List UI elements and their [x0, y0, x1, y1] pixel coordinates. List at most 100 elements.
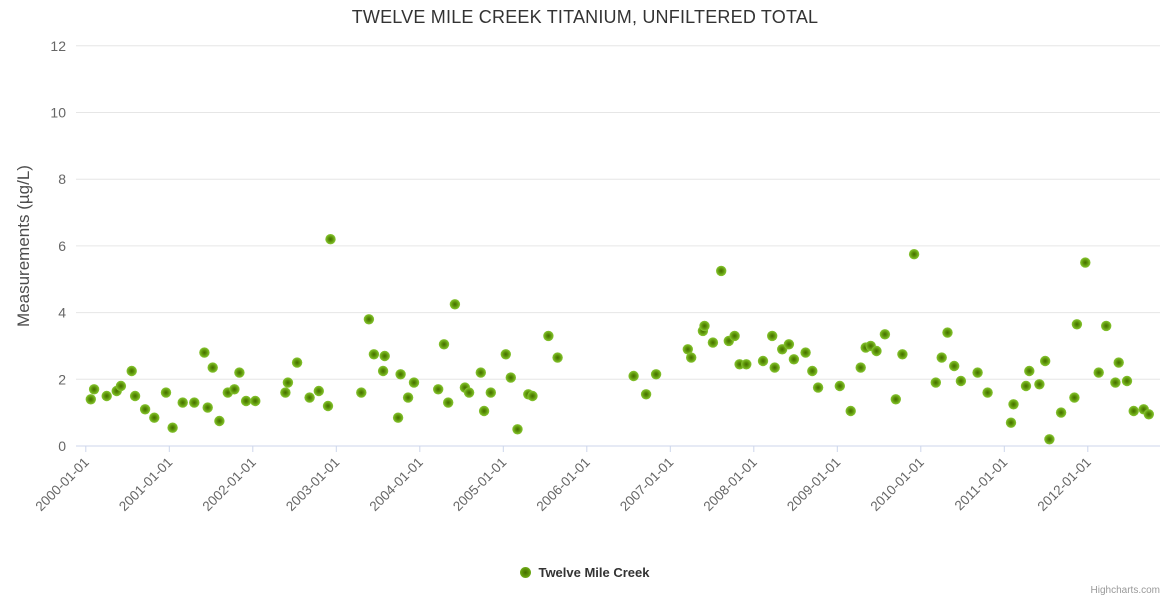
data-point[interactable] [202, 402, 213, 413]
data-point[interactable] [807, 365, 818, 377]
data-point[interactable] [1110, 377, 1121, 388]
data-point[interactable] [207, 362, 218, 373]
data-point[interactable] [716, 265, 727, 277]
data-point[interactable] [234, 367, 245, 378]
data-point[interactable] [741, 359, 752, 370]
data-point[interactable] [1093, 367, 1104, 378]
data-point[interactable] [160, 387, 172, 398]
data-point[interactable] [955, 375, 967, 387]
data-point[interactable] [126, 365, 137, 377]
data-point[interactable] [368, 349, 380, 360]
data-point[interactable] [871, 345, 882, 357]
data-point[interactable] [1020, 380, 1032, 392]
data-point[interactable] [443, 397, 454, 408]
data-point[interactable] [897, 349, 908, 360]
data-point[interactable] [356, 387, 367, 398]
data-point[interactable] [769, 362, 780, 373]
data-point[interactable] [686, 352, 697, 363]
data-point[interactable] [433, 384, 444, 395]
data-point[interactable] [930, 377, 941, 388]
data-point[interactable] [322, 400, 334, 412]
data-point[interactable] [485, 387, 496, 398]
data-point[interactable] [812, 382, 824, 393]
data-point[interactable] [552, 352, 563, 363]
data-point[interactable] [1024, 365, 1035, 377]
data-point[interactable] [505, 372, 516, 383]
data-point[interactable] [1034, 379, 1045, 390]
data-point[interactable] [199, 347, 210, 358]
data-point[interactable] [1069, 392, 1080, 403]
data-point[interactable] [949, 360, 960, 372]
data-point[interactable] [982, 387, 993, 398]
data-point[interactable] [240, 395, 252, 407]
data-point[interactable] [363, 314, 375, 325]
data-point[interactable] [1005, 417, 1017, 428]
data-point[interactable] [682, 344, 693, 355]
data-point[interactable] [788, 354, 800, 365]
data-point[interactable] [699, 320, 710, 332]
data-point[interactable] [800, 347, 811, 358]
data-point[interactable] [325, 234, 336, 245]
data-point[interactable] [1128, 405, 1139, 417]
data-point[interactable] [408, 377, 420, 388]
data-point[interactable] [1101, 320, 1112, 332]
data-point[interactable] [167, 422, 178, 433]
data-point[interactable] [890, 394, 901, 405]
data-point[interactable] [650, 369, 662, 380]
data-point[interactable] [628, 370, 639, 382]
data-point[interactable] [115, 380, 127, 392]
data-point[interactable] [845, 405, 856, 417]
data-point[interactable] [475, 367, 486, 378]
data-point[interactable] [304, 392, 315, 403]
data-point[interactable] [149, 412, 160, 423]
data-point[interactable] [280, 387, 291, 398]
data-point[interactable] [500, 349, 511, 360]
data-point[interactable] [229, 384, 240, 395]
data-point[interactable] [512, 424, 523, 435]
data-point[interactable] [177, 397, 188, 408]
data-point[interactable] [438, 339, 450, 350]
data-point[interactable] [640, 389, 652, 400]
highcharts-credits-link[interactable]: Highcharts.com [1090, 585, 1160, 596]
data-point[interactable] [478, 405, 490, 417]
data-point[interactable] [85, 394, 97, 405]
data-point[interactable] [757, 355, 769, 367]
data-point[interactable] [463, 387, 475, 398]
data-point[interactable] [527, 390, 538, 402]
data-point[interactable] [1121, 375, 1133, 387]
data-point[interactable] [972, 367, 983, 378]
data-point[interactable] [291, 357, 303, 368]
data-point[interactable] [707, 337, 719, 348]
data-point[interactable] [402, 392, 414, 403]
data-point[interactable] [1113, 357, 1124, 368]
data-point[interactable] [379, 350, 390, 362]
data-point[interactable] [1008, 399, 1019, 410]
data-point[interactable] [942, 327, 953, 338]
data-point[interactable] [908, 249, 920, 260]
data-point[interactable] [1040, 355, 1051, 367]
data-point[interactable] [139, 404, 151, 415]
data-point[interactable] [767, 330, 778, 342]
data-point[interactable] [1071, 319, 1083, 330]
data-point[interactable] [834, 380, 845, 392]
data-point[interactable] [101, 390, 112, 402]
data-point[interactable] [1055, 407, 1067, 418]
data-point[interactable] [395, 369, 406, 380]
data-point[interactable] [1143, 409, 1155, 420]
data-point[interactable] [1044, 434, 1055, 445]
data-point[interactable] [729, 330, 740, 342]
data-point[interactable] [392, 412, 404, 423]
data-point[interactable] [313, 385, 324, 397]
data-point[interactable] [214, 415, 225, 427]
legend-item[interactable]: Twelve Mile Creek [0, 565, 1170, 580]
data-point[interactable] [250, 395, 261, 407]
data-point[interactable] [855, 362, 866, 373]
data-point[interactable] [282, 377, 294, 388]
data-point[interactable] [1080, 257, 1091, 268]
data-point[interactable] [377, 365, 389, 377]
data-point[interactable] [543, 330, 554, 342]
data-point[interactable] [129, 390, 141, 402]
data-point[interactable] [783, 339, 795, 350]
data-point[interactable] [449, 299, 461, 310]
data-point[interactable] [936, 352, 947, 363]
